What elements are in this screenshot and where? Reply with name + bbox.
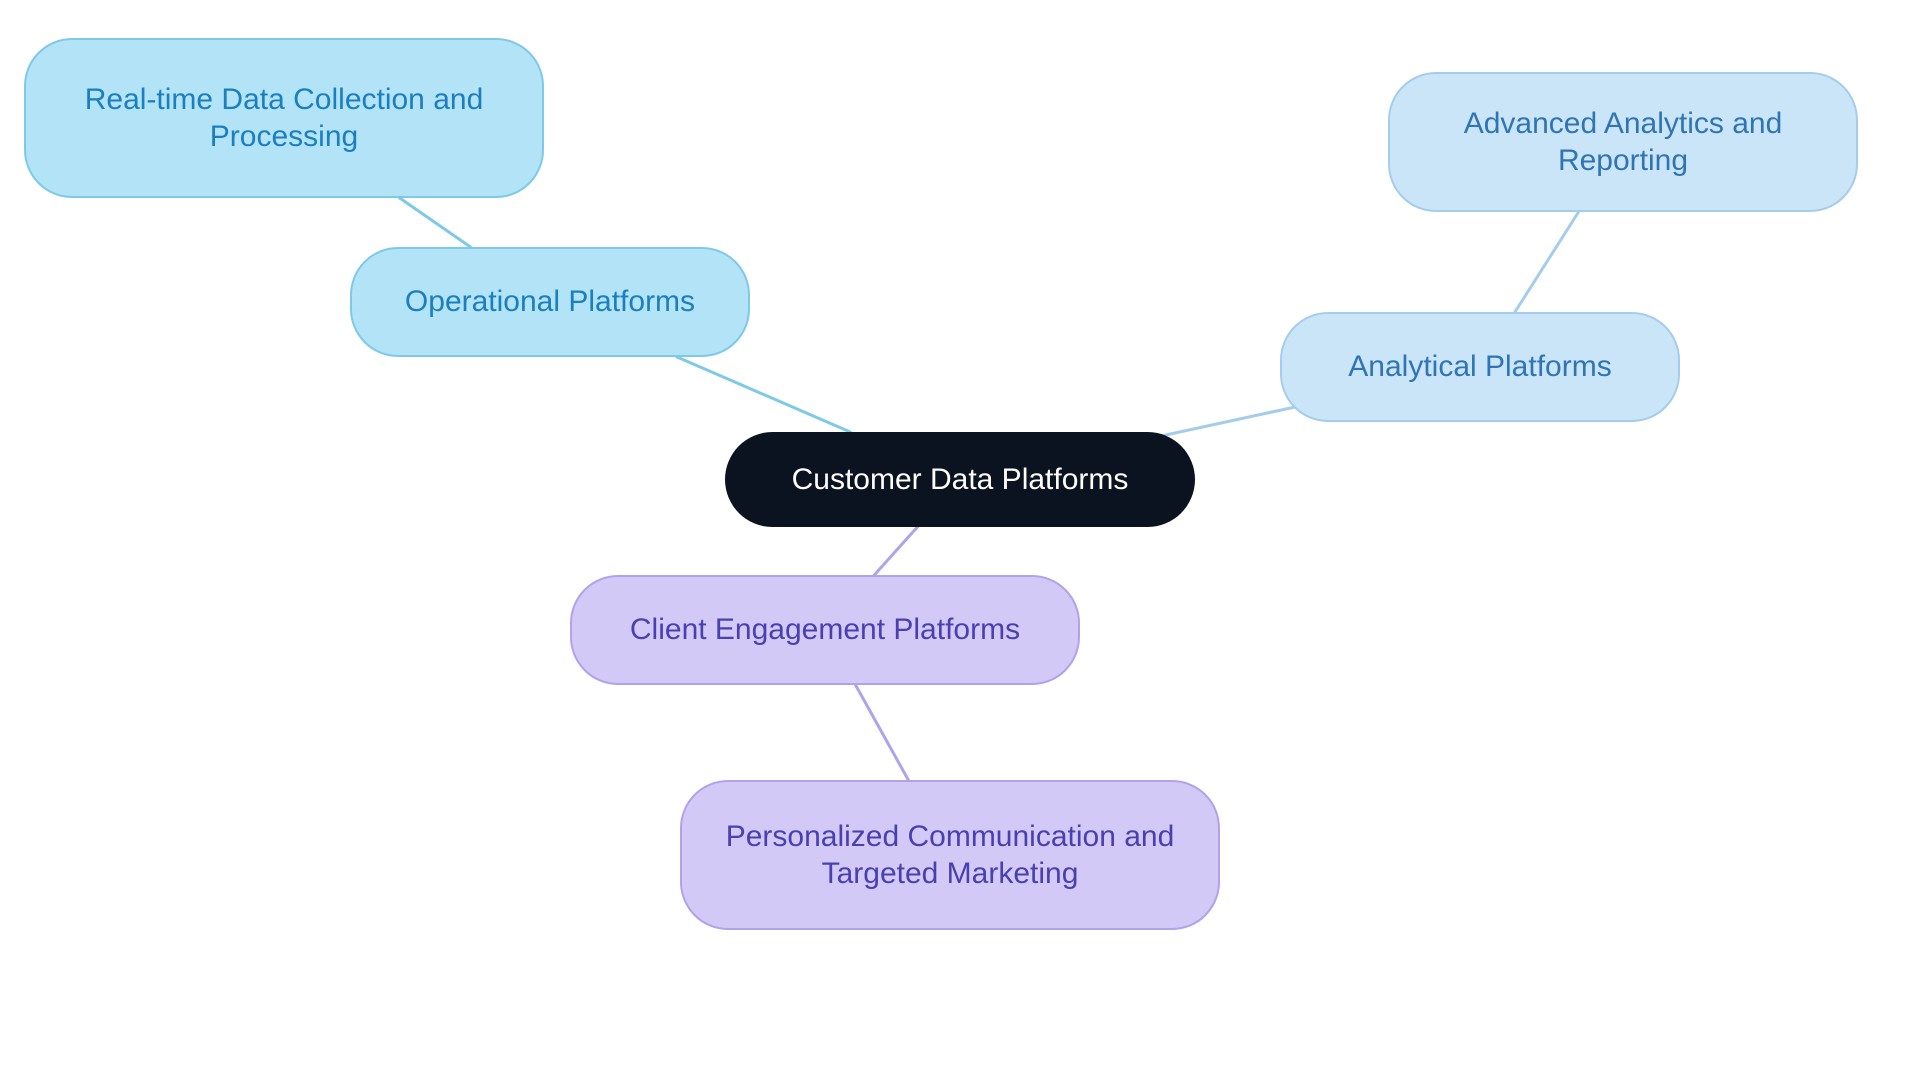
node-realtime-label: Real-time Data Collection and Processing xyxy=(50,81,518,156)
edge xyxy=(1515,212,1579,312)
edge xyxy=(874,527,917,575)
node-root: Customer Data Platforms xyxy=(725,432,1195,527)
node-realtime: Real-time Data Collection and Processing xyxy=(24,38,544,198)
node-operational: Operational Platforms xyxy=(350,247,750,357)
node-personalized: Personalized Communication and Targeted … xyxy=(680,780,1220,930)
node-engagement: Client Engagement Platforms xyxy=(570,575,1080,685)
node-engagement-label: Client Engagement Platforms xyxy=(630,611,1020,649)
node-analytical-label: Analytical Platforms xyxy=(1348,348,1611,386)
node-operational-label: Operational Platforms xyxy=(405,283,695,321)
mindmap-canvas: Customer Data Platforms Operational Plat… xyxy=(0,0,1920,1083)
edge xyxy=(677,357,850,432)
node-personalized-label: Personalized Communication and Targeted … xyxy=(706,818,1194,893)
edge xyxy=(400,198,471,247)
node-advanced-label: Advanced Analytics and Reporting xyxy=(1414,105,1832,180)
node-advanced: Advanced Analytics and Reporting xyxy=(1388,72,1858,212)
node-root-label: Customer Data Platforms xyxy=(792,461,1129,499)
node-analytical: Analytical Platforms xyxy=(1280,312,1680,422)
edge xyxy=(856,685,909,780)
